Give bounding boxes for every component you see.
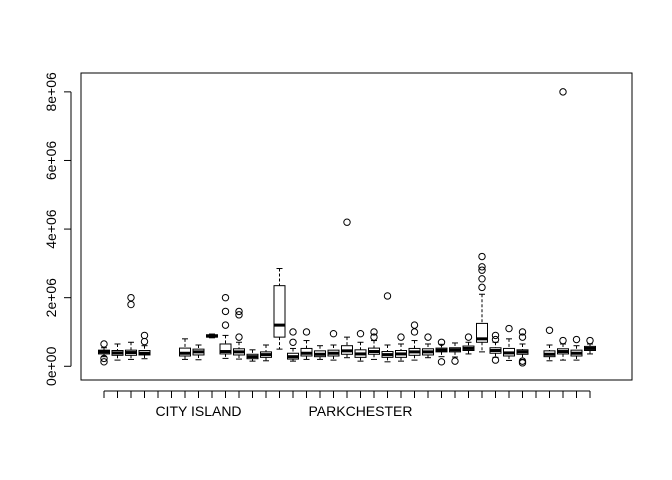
outlier-point xyxy=(437,358,446,366)
y-tick-label: 4e+06 xyxy=(43,209,59,249)
outlier-point xyxy=(545,326,554,334)
outlier-point xyxy=(329,329,338,338)
box-group xyxy=(125,293,137,360)
box-group xyxy=(287,328,299,362)
box-group xyxy=(422,333,434,359)
outlier-point xyxy=(235,307,243,316)
outlier-point xyxy=(478,266,486,274)
outlier-point xyxy=(572,335,581,344)
box xyxy=(273,285,286,338)
outlier-point xyxy=(370,328,378,336)
outlier-point xyxy=(464,333,473,341)
outlier-point xyxy=(518,359,527,367)
box-group xyxy=(273,268,286,350)
box-group xyxy=(570,335,583,361)
outlier-point xyxy=(127,293,135,302)
box-group xyxy=(192,344,205,361)
outlier-point xyxy=(491,356,500,364)
outlier-point xyxy=(221,307,230,316)
x-axis: CITY ISLAND PARKCHESTER xyxy=(103,390,591,419)
box-group xyxy=(219,293,232,359)
box-group xyxy=(503,324,515,361)
outlier-point xyxy=(410,321,419,329)
y-tick-label: 0e+00 xyxy=(43,346,59,386)
outlier-point xyxy=(235,311,243,319)
box-group xyxy=(206,333,218,339)
box xyxy=(476,322,488,343)
outlier-point xyxy=(586,336,594,345)
outlier-point xyxy=(289,338,297,346)
outlier-point xyxy=(100,358,108,366)
box xyxy=(219,343,232,355)
outlier-point xyxy=(370,333,378,341)
y-axis: 0e+00 2e+06 4e+06 6e+06 8e+06 xyxy=(43,72,72,386)
outlier-point xyxy=(221,321,230,329)
outlier-point xyxy=(100,354,108,363)
box-group xyxy=(557,88,569,361)
outlier-point xyxy=(221,293,230,302)
box-group xyxy=(138,331,151,360)
x-tick-label: PARKCHESTER xyxy=(309,403,413,419)
outlier-point xyxy=(478,275,486,283)
box-group xyxy=(98,340,110,366)
outlier-point xyxy=(343,218,351,226)
outlier-point xyxy=(383,292,392,300)
box-group xyxy=(395,333,407,362)
box-series xyxy=(98,88,596,367)
outlier-point xyxy=(289,328,297,336)
outlier-point xyxy=(302,328,311,336)
box-group xyxy=(354,329,367,362)
plot-frame xyxy=(80,72,633,381)
outlier-point xyxy=(437,338,446,346)
y-tick-label: 6e+06 xyxy=(43,141,59,181)
box-group xyxy=(543,326,556,362)
x-tick-label: CITY ISLAND xyxy=(155,403,241,419)
outlier-point xyxy=(235,333,243,341)
box-group xyxy=(233,307,245,360)
box-group xyxy=(327,329,340,361)
box-group xyxy=(476,252,488,353)
outlier-point xyxy=(100,340,108,348)
box-group xyxy=(408,321,421,361)
box-group xyxy=(462,333,475,355)
outlier-point xyxy=(518,333,527,341)
outlier-point xyxy=(140,337,149,346)
outlier-point xyxy=(518,328,527,336)
box-group xyxy=(179,338,191,360)
outlier-point xyxy=(491,331,500,340)
y-tick-label: 2e+06 xyxy=(43,278,59,318)
box-group xyxy=(381,292,394,363)
box-group xyxy=(435,338,448,366)
outlier-point xyxy=(559,88,567,96)
outlier-point xyxy=(451,357,459,365)
box-group xyxy=(584,336,596,355)
box-group xyxy=(246,349,259,362)
outlier-point xyxy=(478,283,486,292)
outlier-point xyxy=(491,335,500,344)
outlier-point xyxy=(410,328,419,336)
box-group xyxy=(489,331,502,364)
box-group xyxy=(516,328,529,367)
y-tick-label: 8e+06 xyxy=(43,72,59,112)
box-group xyxy=(341,218,353,359)
box-group xyxy=(111,343,124,361)
box-group xyxy=(368,328,380,360)
outlier-point xyxy=(424,333,432,341)
outlier-point xyxy=(559,336,567,345)
outlier-point xyxy=(478,252,486,261)
outlier-point xyxy=(397,333,405,341)
outlier-point xyxy=(140,331,149,340)
outlier-point xyxy=(478,263,486,271)
box-group xyxy=(260,344,272,362)
box-group xyxy=(314,345,326,360)
box-group xyxy=(449,342,461,365)
outlier-point xyxy=(127,300,135,309)
box-group xyxy=(300,328,313,360)
outlier-point xyxy=(356,329,365,338)
outlier-point xyxy=(505,324,513,333)
